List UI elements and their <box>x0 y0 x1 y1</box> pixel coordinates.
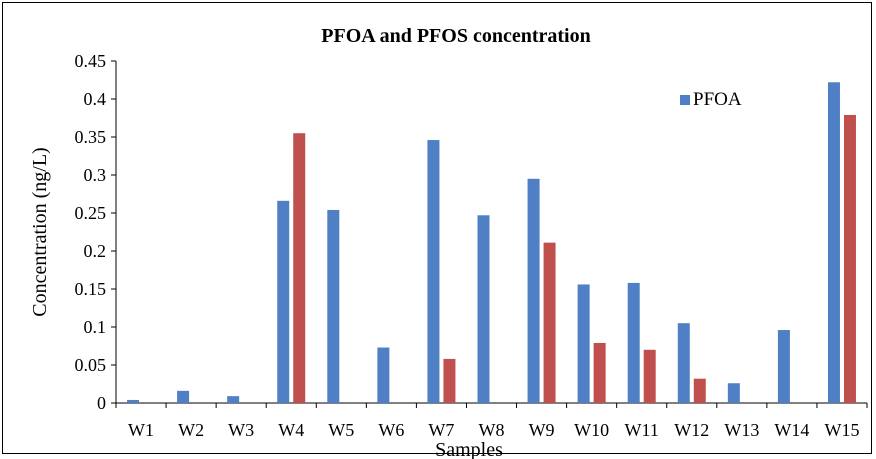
y-tick-label: 0.1 <box>84 317 107 337</box>
y-tick-label: 0.2 <box>84 241 107 261</box>
bar-series-1-w6 <box>377 347 390 403</box>
bar-series-2-w4 <box>293 133 306 403</box>
bar-series-2-w15 <box>843 114 856 404</box>
x-tick-label: W11 <box>625 420 659 440</box>
x-tick-label: W15 <box>824 420 859 440</box>
x-tick-label: W3 <box>228 420 254 440</box>
bar-series-2-w11 <box>643 349 656 403</box>
legend-label: PFOA <box>693 89 742 110</box>
y-axis-label: Concentration (ng/L) <box>29 147 51 316</box>
x-tick-label: W12 <box>674 420 709 440</box>
bar-series-2-w12 <box>693 378 706 403</box>
chart-title: PFOA and PFOS concentration <box>321 25 590 47</box>
y-tick-label: 0.25 <box>75 203 107 223</box>
x-tick-label: W10 <box>574 420 609 440</box>
y-tick-label: 0.15 <box>75 279 107 299</box>
bar-series-1-w12 <box>677 323 690 403</box>
x-tick-label: W2 <box>178 420 204 440</box>
y-tick-label: 0 <box>97 393 106 413</box>
x-tick-label: W9 <box>529 420 555 440</box>
plot-area: 0 0.05 0.1 0.15 0.2 0.25 0.3 0.35 0.4 0.45 W1 W2 W3 W… <box>75 51 868 440</box>
x-tick-label: W13 <box>724 420 759 440</box>
bar-series-2-w7 <box>443 358 456 403</box>
bar-series-1-w13 <box>727 383 740 403</box>
x-tick-label: W8 <box>479 420 505 440</box>
bar-series-2-w9 <box>543 242 556 403</box>
x-tick-label: W14 <box>774 420 809 440</box>
y-tick-label: 0.4 <box>84 89 107 109</box>
x-tick-label: W1 <box>128 420 154 440</box>
bar-series-1-w15 <box>827 82 840 403</box>
bar-series-1-w5 <box>327 209 340 403</box>
y-tick-label: 0.35 <box>75 127 107 147</box>
bar-series-1-w4 <box>277 200 290 403</box>
x-tick-label: W6 <box>378 420 404 440</box>
x-tick-label: W5 <box>328 420 354 440</box>
bar-series-1-w10 <box>577 284 590 403</box>
bar-series-1-w8 <box>477 215 490 403</box>
legend-swatch <box>680 95 690 105</box>
y-tick-label: 0.45 <box>75 51 107 71</box>
y-tick-label: 0.05 <box>75 355 107 375</box>
legend: PFOA <box>680 89 742 110</box>
bar-series-1-w11 <box>627 282 640 403</box>
bar-series-1-w1 <box>127 399 140 403</box>
y-tick-label: 0.3 <box>84 165 107 185</box>
bar-series-1-w9 <box>527 178 540 403</box>
x-axis-label: Samples <box>435 439 503 459</box>
bar-series-2-w10 <box>593 342 606 403</box>
bar-series-1-w14 <box>777 330 790 403</box>
x-tick-label: W4 <box>278 420 304 440</box>
x-tick-label: W7 <box>428 420 454 440</box>
bar-series-1-w2 <box>177 390 190 403</box>
bar-series-1-w3 <box>227 396 240 403</box>
bar-series-1-w7 <box>427 140 440 404</box>
